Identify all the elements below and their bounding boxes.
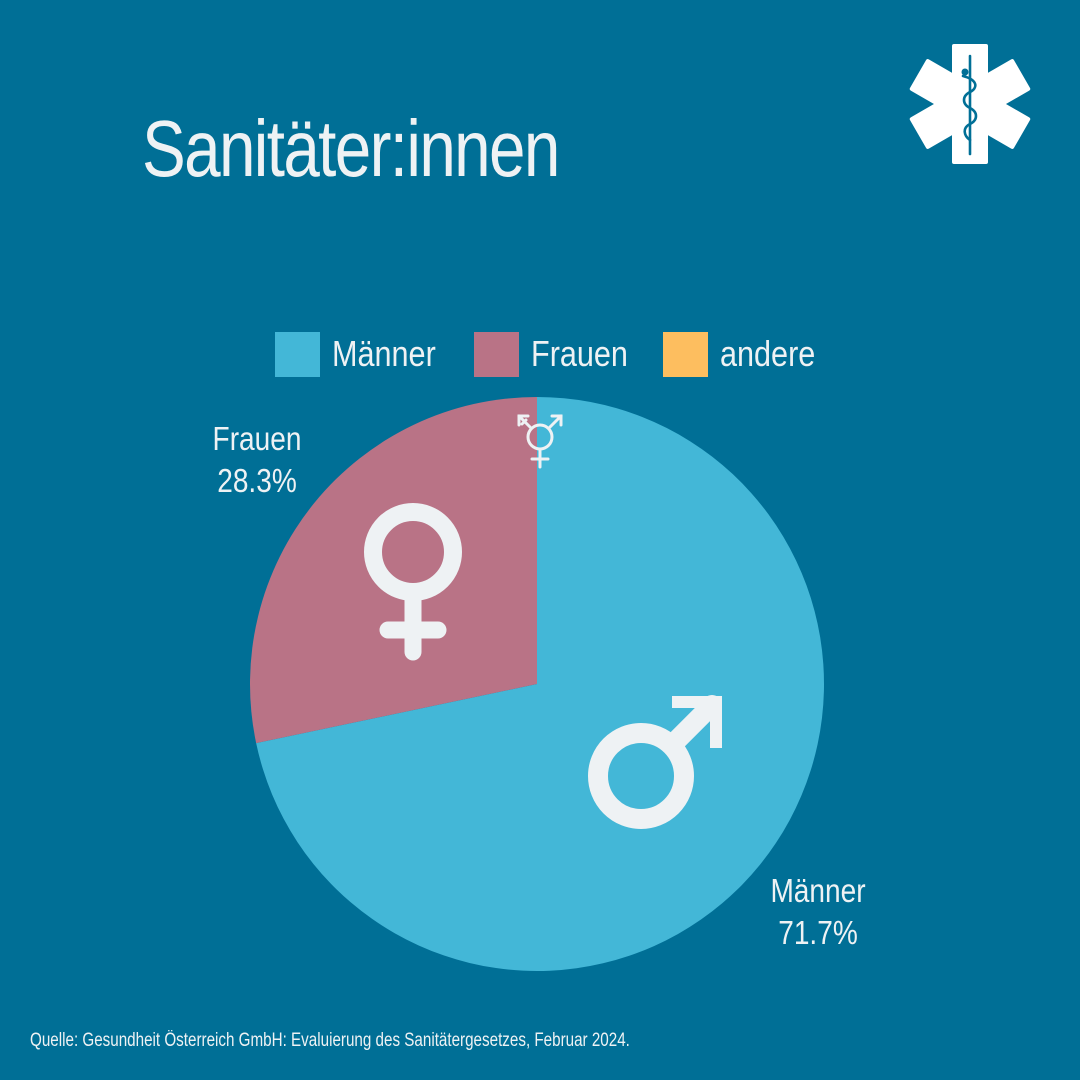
slice-name-frauen: Frauen xyxy=(212,420,302,457)
chart-legend: Männer Frauen andere xyxy=(275,331,877,377)
chart-title: Sanitäter:innen xyxy=(142,104,560,193)
legend-swatch-frauen xyxy=(474,331,519,377)
slice-value-frauen: 28.3% xyxy=(217,462,297,499)
pie-slice-frauen xyxy=(250,397,537,744)
pie-slice-maenner xyxy=(256,397,824,971)
source-note: Quelle: Gesundheit Österreich GmbH: Eval… xyxy=(30,1030,630,1051)
slice-label-frauen: Frauen 28.3% xyxy=(202,418,313,502)
legend-label-andere: andere xyxy=(720,333,816,374)
star-of-life-icon xyxy=(909,44,1031,164)
legend-label-maenner: Männer xyxy=(332,333,436,374)
male-symbol-icon xyxy=(588,695,722,829)
legend-swatch-maenner xyxy=(275,331,320,377)
legend-swatch-andere xyxy=(663,331,708,377)
female-symbol-icon xyxy=(364,503,462,661)
legend-item-andere: andere xyxy=(663,331,845,377)
transgender-symbol-icon xyxy=(517,414,563,469)
slice-value-maenner: 71.7% xyxy=(778,914,858,951)
legend-label-frauen: Frauen xyxy=(531,333,628,374)
slice-name-maenner: Männer xyxy=(770,872,866,909)
slice-label-maenner: Männer 71.7% xyxy=(763,870,874,954)
legend-item-maenner: Männer xyxy=(275,331,442,377)
legend-item-frauen: Frauen xyxy=(474,331,631,377)
